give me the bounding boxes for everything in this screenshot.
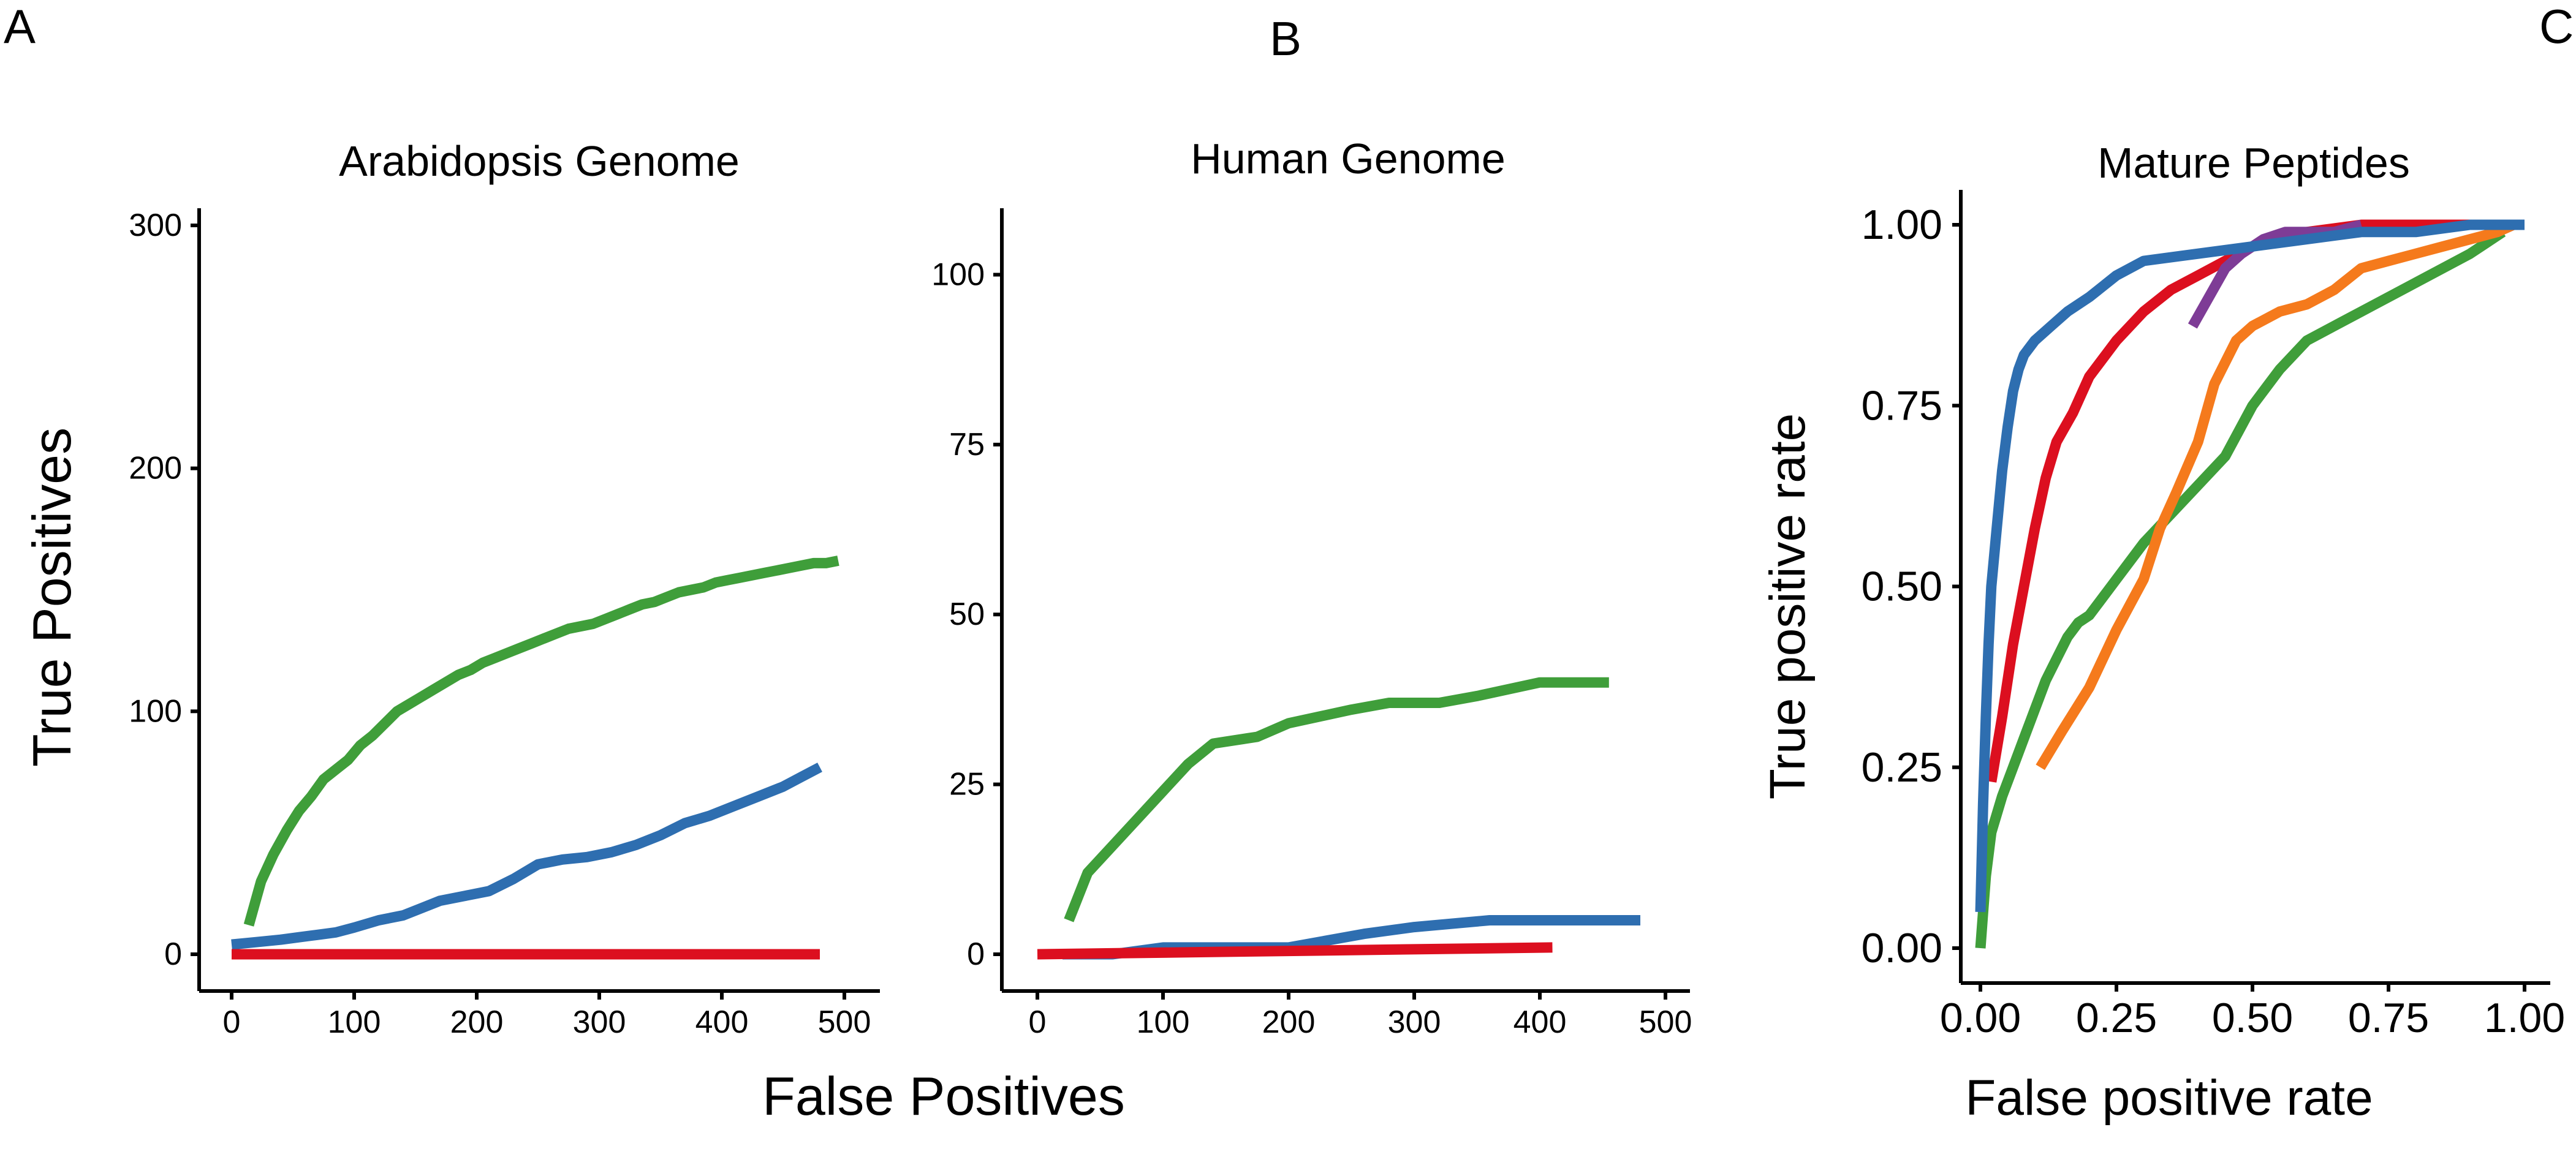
x-axis-ticks: 0 100 200 300 400 500 bbox=[1029, 991, 1692, 1040]
x-tick-label: 0.00 bbox=[1940, 995, 2021, 1041]
series-line bbox=[1975, 219, 2525, 913]
y-tick-label: 75 bbox=[949, 427, 985, 462]
y-tick-label: 0.00 bbox=[1862, 925, 1942, 971]
x-tick-label: 400 bbox=[695, 1004, 749, 1040]
x-tick-label: 500 bbox=[1639, 1004, 1692, 1040]
y-tick-label: 300 bbox=[129, 208, 182, 243]
x-tick-label: 0 bbox=[223, 1004, 241, 1040]
chart-title-arabidopsis: Arabidopsis Genome bbox=[339, 137, 740, 185]
series-group bbox=[1037, 677, 1640, 960]
x-tick-label: 100 bbox=[328, 1004, 381, 1040]
x-tick-label: 0 bbox=[1029, 1004, 1047, 1040]
y-axis-ticks: 0 25 50 75 100 bbox=[931, 257, 1002, 972]
x-tick-label: 300 bbox=[1388, 1004, 1441, 1040]
panel-arabidopsis-genome: Arabidopsis Genome True Positives 0 100 20… bbox=[21, 137, 880, 1040]
x-tick-label: 200 bbox=[1262, 1004, 1316, 1040]
x-tick-label: 0.50 bbox=[2212, 995, 2293, 1041]
series-group bbox=[1975, 219, 2525, 949]
y-tick-label: 0.50 bbox=[1862, 563, 1942, 610]
y-axis-title-true-positive-rate: True positive rate bbox=[1760, 413, 1816, 799]
panel-label-a: A bbox=[4, 0, 36, 53]
series-line bbox=[2036, 220, 2516, 771]
series-line bbox=[243, 556, 839, 927]
y-tick-label: 0 bbox=[164, 937, 182, 972]
shared-x-axis-title: False Positives bbox=[762, 1066, 1125, 1126]
x-tick-label: 0.25 bbox=[2076, 995, 2157, 1041]
x-tick-label: 400 bbox=[1513, 1004, 1567, 1040]
x-tick-label: 300 bbox=[573, 1004, 626, 1040]
chart-title-mature-peptides: Mature Peptides bbox=[2097, 139, 2410, 187]
series-line bbox=[1975, 227, 2506, 949]
x-tick-label: 200 bbox=[450, 1004, 504, 1040]
x-tick-label: 100 bbox=[1137, 1004, 1190, 1040]
series-line bbox=[231, 763, 822, 950]
y-tick-label: 0.25 bbox=[1862, 744, 1942, 791]
series-line bbox=[1037, 942, 1553, 960]
panel-label-c: C bbox=[2539, 0, 2574, 53]
y-tick-label: 25 bbox=[949, 767, 985, 802]
y-axis-ticks: 0 100 200 300 bbox=[129, 208, 199, 972]
y-tick-label: 100 bbox=[931, 257, 985, 292]
x-axis-title-false-positive-rate: False positive rate bbox=[1965, 1070, 2373, 1126]
y-tick-label: 100 bbox=[129, 693, 182, 729]
panel-mature-peptides: Mature Peptides True positive rate False… bbox=[1760, 139, 2565, 1126]
y-tick-label: 0.75 bbox=[1862, 382, 1942, 429]
y-axis-title-true-positives: True Positives bbox=[21, 428, 82, 767]
series-line bbox=[1064, 677, 1609, 922]
x-tick-label: 1.00 bbox=[2484, 995, 2565, 1041]
series-group bbox=[231, 556, 839, 960]
x-axis-ticks: 0.00 0.25 0.50 0.75 1.00 bbox=[1940, 983, 2565, 1041]
y-axis-ticks: 0.00 0.25 0.50 0.75 1.00 bbox=[1862, 202, 1961, 971]
y-tick-label: 200 bbox=[129, 451, 182, 486]
x-tick-label: 500 bbox=[818, 1004, 871, 1040]
panel-human-genome: Human Genome 0 100 200 300 400 500 0 25 50 75 100 bbox=[931, 135, 1692, 1040]
x-tick-label: 0.75 bbox=[2348, 995, 2429, 1041]
panel-label-b: B bbox=[1270, 12, 1301, 66]
y-tick-label: 1.00 bbox=[1862, 202, 1942, 248]
chart-title-human: Human Genome bbox=[1191, 135, 1506, 183]
y-tick-label: 50 bbox=[949, 597, 985, 632]
x-axis-ticks: 0 100 200 300 400 500 bbox=[223, 991, 871, 1040]
y-tick-label: 0 bbox=[967, 937, 985, 972]
